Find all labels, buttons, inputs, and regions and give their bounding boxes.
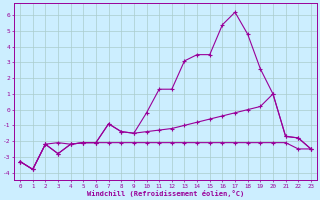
X-axis label: Windchill (Refroidissement éolien,°C): Windchill (Refroidissement éolien,°C)	[87, 190, 244, 197]
